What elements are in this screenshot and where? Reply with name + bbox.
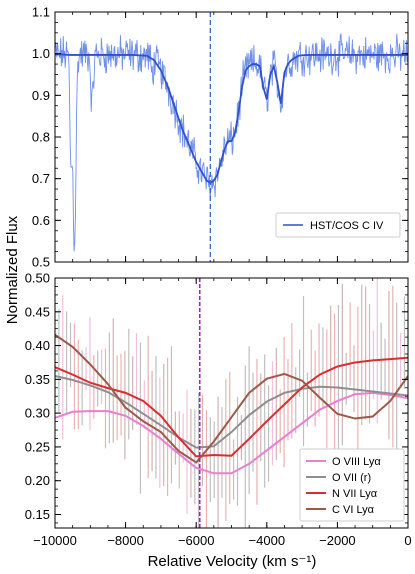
bottom-axis-ticks: 0.15 0.20 0.25 0.30 0.35 0.40 0.45 0.50 −10000 −8… xyxy=(25,271,412,549)
y-tick-label: 0.8 xyxy=(32,130,50,145)
y-tick-label: 0.35 xyxy=(25,372,50,387)
y-tick-label: 0.50 xyxy=(25,271,50,286)
series-line-1 xyxy=(55,374,408,449)
series-line-0 xyxy=(55,391,408,475)
y-tick-label: 0.6 xyxy=(32,213,50,228)
y-tick-label: 0.45 xyxy=(25,304,50,319)
legend-label-0: O VIII Lyα xyxy=(332,456,381,468)
x-tick-label: −2000 xyxy=(319,533,356,548)
legend-label-2: N VII Lyα xyxy=(332,488,378,500)
series-line-3 xyxy=(55,333,408,464)
top-plot-area xyxy=(55,12,408,262)
x-tick-label: 0 xyxy=(404,533,411,548)
y-tick-label: 1.1 xyxy=(32,5,50,20)
y-axis-title: Normalized Flux xyxy=(4,215,21,324)
bottom-legend-box xyxy=(299,448,405,522)
top-axis-ticks: 0.5 0.6 0.7 0.8 0.9 1.0 1.1 xyxy=(32,5,409,270)
top-legend: HST/COS C IV xyxy=(275,212,401,238)
top-panel: 0.5 0.6 0.7 0.8 0.9 1.0 1.1 HST/COS C IV xyxy=(32,5,409,270)
y-tick-label: 0.30 xyxy=(25,406,50,421)
y-tick-label: 0.5 xyxy=(32,255,50,270)
legend-label-cos: HST/COS C IV xyxy=(310,220,384,232)
x-tick-label: −6000 xyxy=(178,533,215,548)
bottom-panel: 0.15 0.20 0.25 0.30 0.35 0.40 0.45 0.50 −10000 −8… xyxy=(25,271,412,549)
legend-label-3: C VI Lyα xyxy=(332,504,375,516)
cos-model-line xyxy=(55,53,408,184)
y-tick-label: 1.0 xyxy=(32,46,50,61)
y-tick-label: 0.20 xyxy=(25,473,50,488)
x-tick-label: −4000 xyxy=(249,533,286,548)
x-tick-label: −8000 xyxy=(107,533,144,548)
legend-label-1: O VII (r) xyxy=(332,472,371,484)
y-tick-label: 0.7 xyxy=(32,171,50,186)
series-line-2 xyxy=(55,356,408,458)
x-tick-label: −10000 xyxy=(33,533,77,548)
bottom-legend: O VIII Lyα O VII (r) N VII Lyα C VI Lyα xyxy=(299,448,405,522)
bottom-plot-area xyxy=(55,278,408,528)
x-axis-title: Relative Velocity (km s⁻¹) xyxy=(148,553,317,570)
y-tick-label: 0.25 xyxy=(25,439,50,454)
top-legend-box xyxy=(275,212,401,238)
y-tick-label: 0.15 xyxy=(25,507,50,522)
y-tick-label: 0.9 xyxy=(32,88,50,103)
y-tick-label: 0.40 xyxy=(25,338,50,353)
